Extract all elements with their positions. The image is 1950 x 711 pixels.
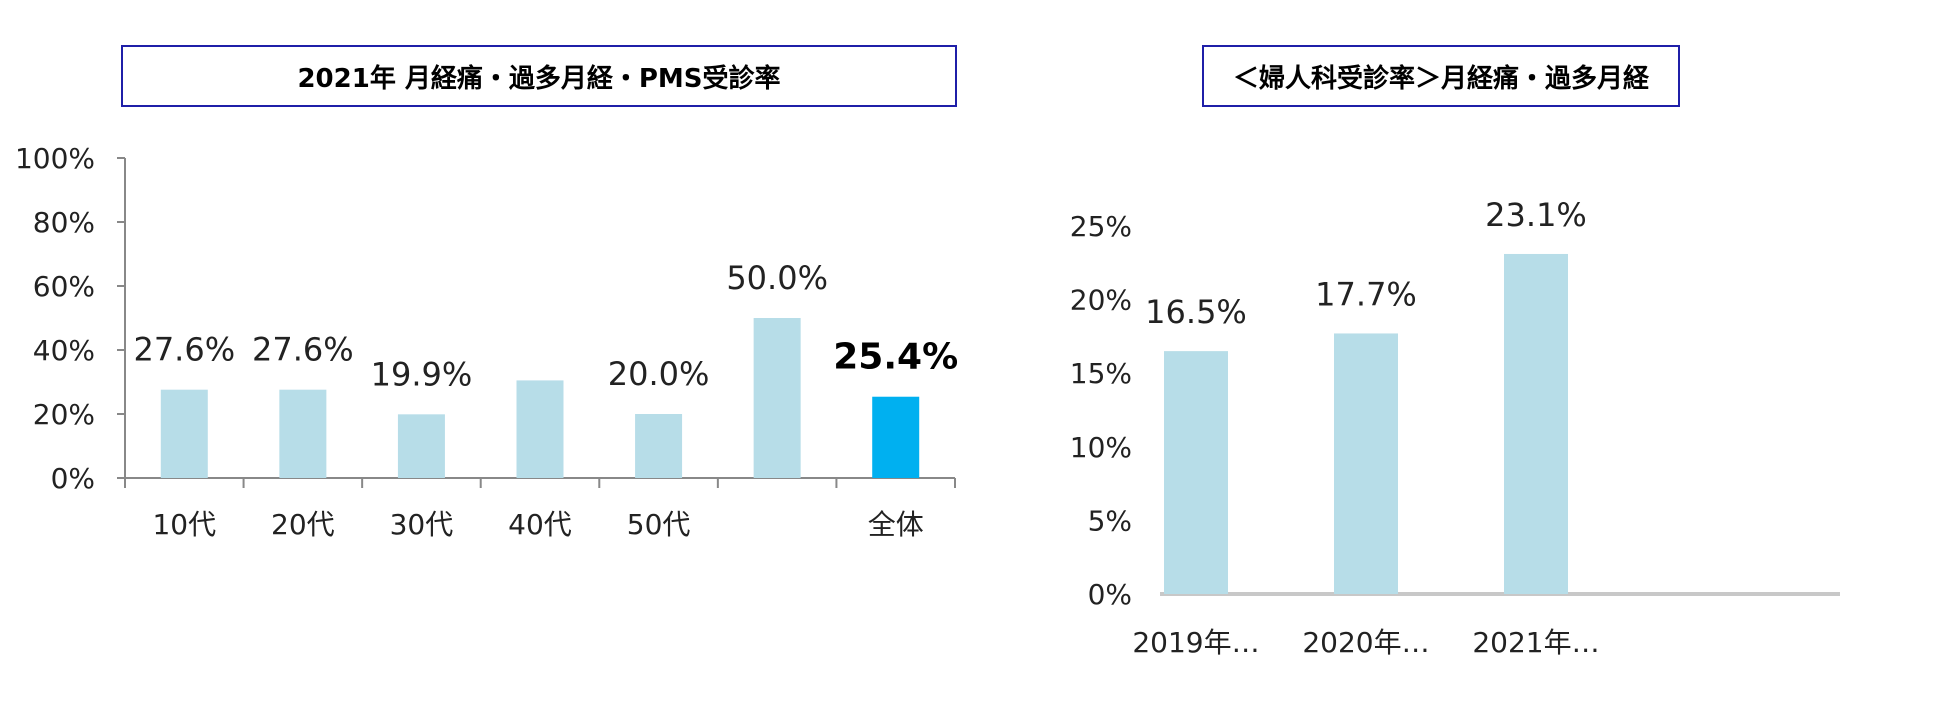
y-tick-label: 15% xyxy=(1070,357,1132,390)
x-category-label: 50代 xyxy=(627,508,691,541)
bar xyxy=(872,396,920,478)
chart-title-right: ＜婦人科受診率＞月経痛・過多月経 xyxy=(1202,45,1680,107)
bar xyxy=(1504,253,1568,594)
y-tick-label: 5% xyxy=(1088,504,1132,537)
chart-title-left: 2021年 月経痛・過多月経・PMS受診率 xyxy=(121,45,957,107)
bar xyxy=(753,318,801,478)
data-label: 20.0% xyxy=(608,355,710,393)
x-category-label: 2021年… xyxy=(1472,626,1599,659)
y-tick-label: 10% xyxy=(1070,431,1132,464)
y-tick-label: 40% xyxy=(33,334,95,367)
x-category-label: 10代 xyxy=(152,508,216,541)
data-label: 16.5% xyxy=(1145,293,1247,331)
data-label: 17.7% xyxy=(1315,275,1417,313)
x-category-label: 20代 xyxy=(271,508,335,541)
bar xyxy=(160,389,208,478)
x-category-label: 40代 xyxy=(508,508,572,541)
y-tick-label: 20% xyxy=(33,398,95,431)
bar xyxy=(1164,351,1228,594)
data-label: 27.6% xyxy=(252,331,354,369)
data-label: 27.6% xyxy=(133,331,235,369)
data-label: 25.4% xyxy=(833,337,958,378)
x-category-label: 2019年… xyxy=(1132,626,1259,659)
x-category-label: 2020年… xyxy=(1302,626,1429,659)
y-tick-label: 0% xyxy=(1088,578,1132,611)
y-tick-label: 25% xyxy=(1070,210,1132,243)
y-tick-label: 60% xyxy=(33,270,95,303)
y-tick-label: 0% xyxy=(51,462,95,495)
data-label: 23.1% xyxy=(1485,196,1587,234)
bar xyxy=(635,414,683,478)
x-category-label: 全体 xyxy=(868,508,924,541)
bar xyxy=(279,389,327,478)
bar xyxy=(397,414,445,478)
data-label: 50.0% xyxy=(726,259,828,297)
y-tick-label: 100% xyxy=(15,142,95,175)
bar xyxy=(1334,333,1398,594)
y-tick-label: 80% xyxy=(33,206,95,239)
x-category-label: 30代 xyxy=(390,508,454,541)
bar xyxy=(516,380,564,478)
y-tick-label: 20% xyxy=(1070,284,1132,317)
data-label: 19.9% xyxy=(371,355,473,393)
